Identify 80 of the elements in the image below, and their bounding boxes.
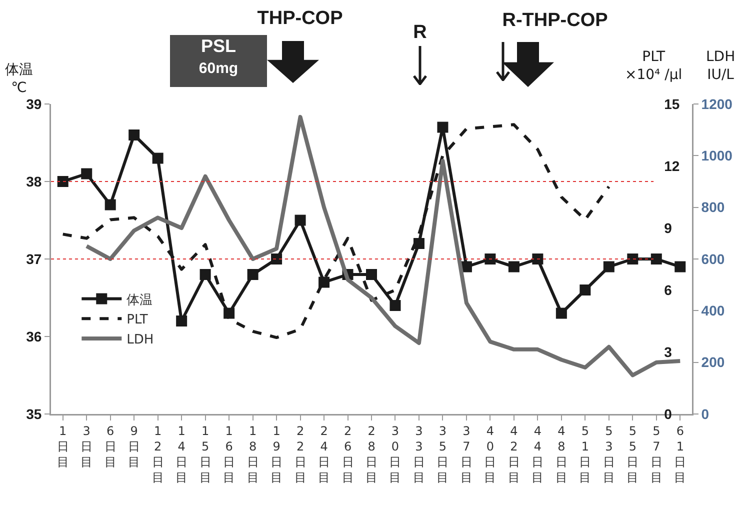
- x-tick-label: 48日目: [555, 424, 568, 485]
- point: [271, 254, 282, 264]
- point: [390, 300, 401, 311]
- y3-tick-label: 400: [701, 302, 725, 319]
- x-tick-label: 22日目: [294, 424, 306, 485]
- point: [532, 254, 544, 264]
- point: [176, 316, 188, 326]
- text: PSL: [200, 36, 237, 57]
- y3-tick-label: 1000: [701, 148, 733, 164]
- text: THP-COP: [256, 8, 344, 30]
- point: [57, 176, 68, 187]
- x-tick-label: 9日目: [128, 424, 140, 470]
- y-tick-label: 39: [26, 96, 42, 112]
- y3-tick-label: 600: [701, 250, 725, 267]
- text: 60mg: [198, 60, 240, 77]
- y2-tick-label: 3: [664, 344, 672, 360]
- point: [104, 199, 116, 210]
- x-tick-label: 16日目: [223, 424, 236, 485]
- x-tick-label: 53日目: [602, 424, 615, 485]
- point: [294, 214, 306, 226]
- x-tick-label: 33日目: [412, 424, 425, 485]
- point: [128, 130, 140, 140]
- y2-tick-label: 9: [664, 220, 672, 236]
- y-tick-label: 35: [26, 406, 42, 422]
- x-tick-label: 24日目: [318, 424, 330, 485]
- legend-label: PLT: [126, 312, 148, 328]
- y3-tick-label: 200: [701, 354, 725, 370]
- y-tick-label: 36: [26, 328, 42, 344]
- y3-tick-label: 1200: [701, 96, 733, 112]
- point: [81, 168, 92, 180]
- x-tick-label: 12日目: [152, 424, 164, 485]
- point: [200, 269, 211, 280]
- point: [508, 261, 520, 272]
- text: R-THP-COP: [501, 10, 609, 32]
- point: [247, 269, 258, 280]
- y-axis-title: 体温 ℃: [5, 62, 33, 96]
- text: R: [412, 22, 428, 44]
- y2-tick-label: 0: [664, 406, 672, 422]
- point: [580, 284, 591, 296]
- point: [674, 261, 686, 272]
- line-series: [84, 114, 682, 378]
- x-tick-label: 18日目: [246, 424, 259, 485]
- legend-label: LDH: [126, 332, 154, 348]
- point: [627, 254, 638, 264]
- point: [650, 254, 662, 264]
- y-tick-label: 37: [26, 250, 42, 267]
- point: [366, 269, 377, 280]
- y3-axis-title: LDH IU/L: [706, 49, 736, 84]
- y3-tick-label: 0: [701, 406, 710, 422]
- point: [318, 276, 330, 288]
- x-tick-label: 57日目: [650, 424, 662, 485]
- y2-tick-label: 6: [664, 282, 672, 298]
- point: [152, 152, 164, 164]
- point: [556, 308, 567, 319]
- legend-label: 体温: [126, 292, 153, 308]
- point: [437, 122, 448, 133]
- x-tick-label: 42日目: [508, 424, 520, 485]
- x-tick-label: 26日目: [342, 424, 354, 485]
- x-tick-label: 55日目: [626, 424, 639, 485]
- y2-axis-title: PLT ×10⁴ /μl: [625, 49, 682, 84]
- x-tick-label: 37日目: [460, 424, 472, 485]
- point: [484, 254, 496, 264]
- y-tick-label: 38: [26, 173, 42, 190]
- x-tick-label: 28日目: [366, 424, 378, 485]
- x-tick-label: 30日目: [389, 424, 402, 485]
- x-tick-label: 3日目: [80, 424, 93, 470]
- x-tick-label: 19日目: [270, 424, 283, 485]
- x-tick-label: 35日目: [436, 424, 449, 485]
- x-tick-label: 61日目: [674, 424, 686, 485]
- y2-tick-label: 12: [664, 158, 680, 174]
- x-tick-label: 44日目: [532, 424, 544, 485]
- x-tick-label: 40日目: [484, 424, 496, 485]
- y2-tick-label: 15: [664, 96, 680, 112]
- x-tick-label: 14日目: [176, 424, 188, 485]
- x-tick-label: 15日目: [199, 424, 212, 485]
- x-tick-label: 1日目: [56, 424, 69, 470]
- x-tick-label: 51日目: [579, 424, 592, 485]
- x-tick-label: 6日目: [104, 424, 116, 470]
- y3-tick-label: 800: [701, 199, 725, 216]
- point: [603, 261, 614, 272]
